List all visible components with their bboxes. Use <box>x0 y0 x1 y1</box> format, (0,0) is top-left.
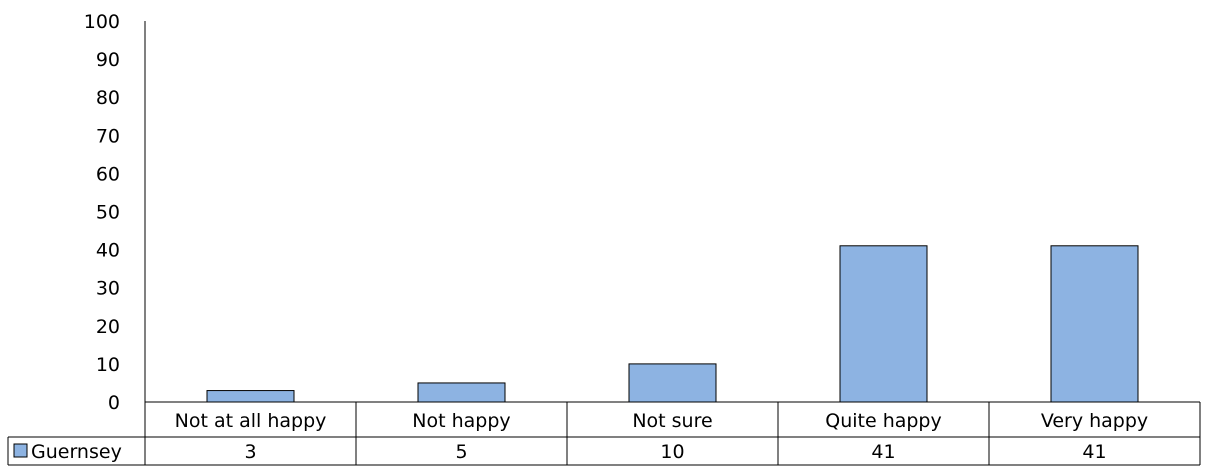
x-category-label: Not happy <box>412 410 510 432</box>
data-table-value: 5 <box>455 441 467 463</box>
x-category-label: Very happy <box>1041 410 1148 432</box>
bar <box>839 245 928 403</box>
y-tick-label: 20 <box>96 316 120 338</box>
bar <box>417 382 506 403</box>
data-table-value: 10 <box>660 441 684 463</box>
y-tick-label: 30 <box>96 278 120 300</box>
y-tick-label: 60 <box>96 163 120 185</box>
data-table-value: 3 <box>244 441 256 463</box>
y-tick-label: 70 <box>96 125 120 147</box>
bar <box>1050 245 1139 403</box>
y-axis: 0 10 20 30 40 50 60 70 80 90 100 <box>84 11 146 414</box>
y-tick-label: 80 <box>96 87 120 109</box>
y-tick-label: 10 <box>96 354 120 376</box>
y-tick-label: 50 <box>96 202 120 224</box>
legend-series-name: Guernsey <box>31 441 122 463</box>
x-category-label: Quite happy <box>825 410 942 432</box>
y-tick-label: 100 <box>84 11 120 33</box>
data-table-value: 41 <box>1082 441 1106 463</box>
x-category-label: Not at all happy <box>175 410 327 432</box>
legend-swatch <box>13 443 28 458</box>
x-category-label: Not sure <box>632 410 712 432</box>
data-table-value: 41 <box>871 441 895 463</box>
y-tick-label: 40 <box>96 240 120 262</box>
y-tick-label: 0 <box>108 392 120 414</box>
y-tick-label: 90 <box>96 49 120 71</box>
data-table: Not at all happy Not happy Not sure Quite h… <box>7 401 1201 466</box>
bar <box>206 390 295 403</box>
bar <box>628 363 717 403</box>
bars <box>206 245 1139 403</box>
